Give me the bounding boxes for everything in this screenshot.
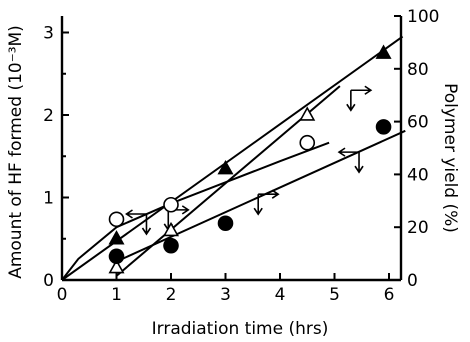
y-right-tick-label: 100 — [407, 7, 439, 27]
data-point-filled-circle — [217, 215, 234, 232]
x-tick-label: 5 — [329, 285, 340, 305]
y-left-tick-label: 0 — [43, 271, 54, 291]
data-point-filled-circle — [163, 237, 179, 254]
arrow-path — [125, 209, 152, 236]
y-right-axis-title: Polymer yield (%) — [440, 83, 460, 233]
data-point-open-circle — [108, 211, 125, 228]
data-point-open-circle — [163, 196, 179, 213]
y-right-tick-label: 80 — [407, 60, 429, 80]
x-tick-label: 1 — [111, 285, 122, 305]
arrow-path — [163, 205, 190, 232]
fit-line-filled-circle — [116, 129, 406, 263]
axis-arrow-right — [163, 205, 190, 232]
data-point-filled-triangle — [108, 230, 125, 245]
fit-line-open-circle — [61, 141, 330, 281]
arrow-path — [346, 85, 373, 112]
x-tick-label: 6 — [384, 285, 395, 305]
x-tick-label: 3 — [220, 285, 231, 305]
data-point-filled-circle — [375, 119, 392, 135]
y-right-tick-label: 40 — [407, 165, 429, 185]
y-left-tick-label: 1 — [43, 189, 54, 209]
data-point-filled-triangle — [375, 44, 392, 59]
y-left-tick-label: 3 — [43, 24, 54, 44]
x-axis-title: Irradiation time (hrs) — [152, 319, 329, 339]
axis-arrow-right — [346, 85, 373, 112]
x-tick-label: 4 — [275, 285, 286, 305]
y-right-tick-label: 0 — [407, 271, 418, 291]
y-right-tick-label: 20 — [407, 218, 429, 238]
data-point-open-triangle — [162, 221, 180, 237]
y-left-axis-title: Amount of HF formed (10⁻³M) — [6, 25, 26, 279]
data-point-open-triangle — [299, 106, 316, 121]
axis-arrow-left — [125, 209, 152, 236]
data-point-filled-circle — [108, 248, 125, 265]
data-point-filled-triangle — [217, 159, 234, 175]
axis-arrow-right — [253, 189, 280, 216]
x-tick-label: 2 — [166, 285, 177, 305]
data-point-open-triangle — [108, 258, 125, 274]
x-tick-label: 0 — [57, 285, 68, 305]
y-left-tick-label: 2 — [43, 106, 54, 126]
arrow-path — [337, 147, 364, 174]
axis-arrow-left — [337, 147, 364, 174]
data-point-open-circle — [299, 134, 316, 151]
y-right-tick-label: 60 — [407, 113, 429, 133]
arrow-path — [253, 189, 280, 216]
